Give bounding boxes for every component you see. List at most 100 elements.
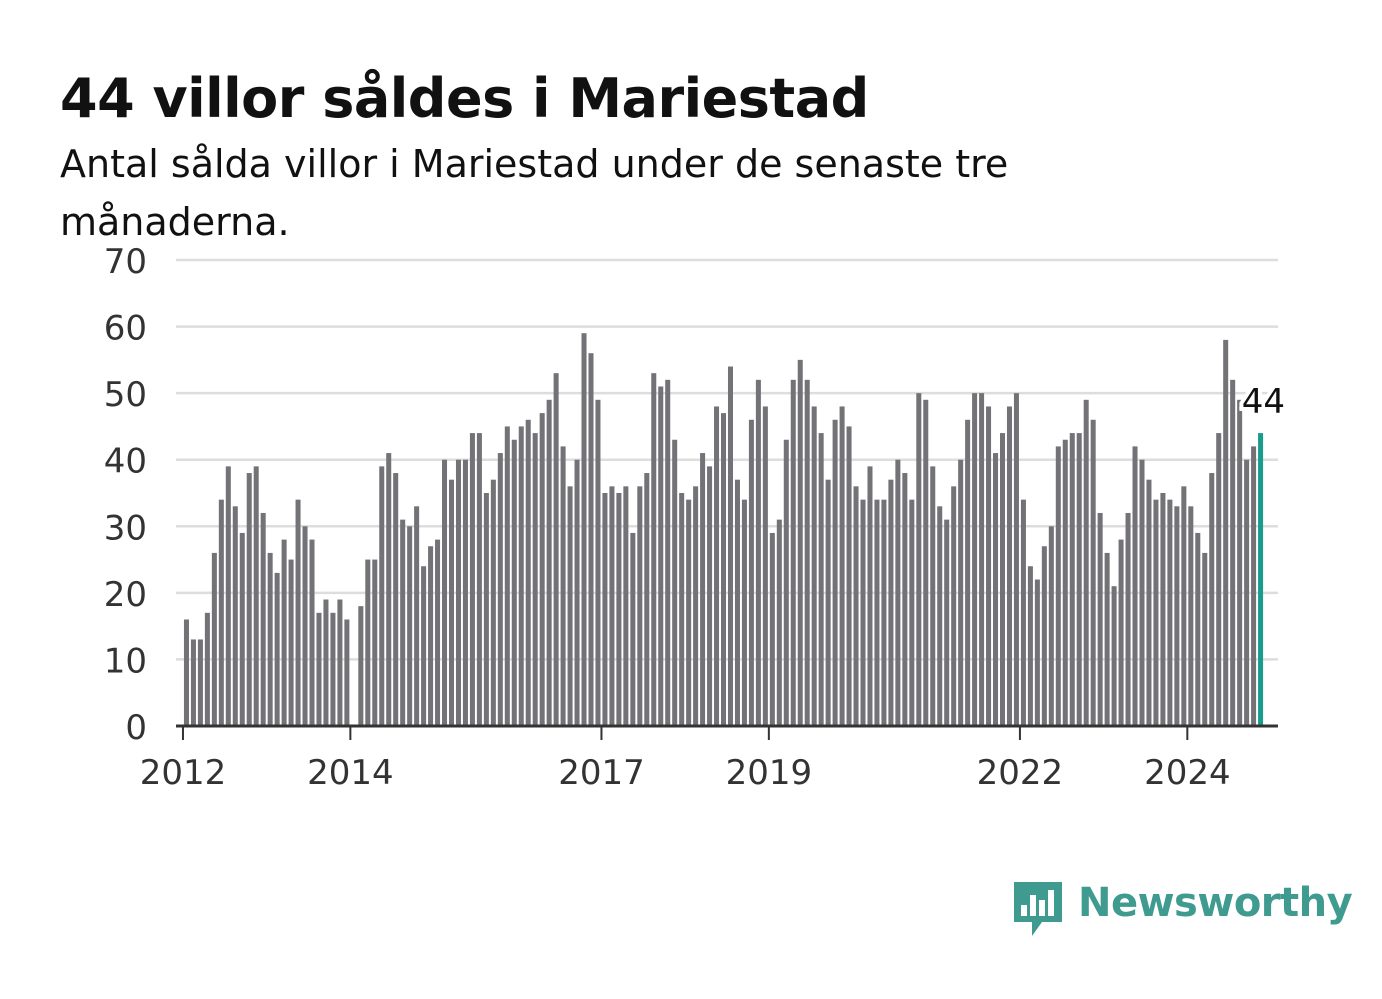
bar xyxy=(1062,439,1068,726)
x-tick-label: 2024 xyxy=(1144,753,1231,793)
bar xyxy=(1034,579,1040,726)
bar xyxy=(260,512,266,726)
bar xyxy=(727,366,733,726)
bar xyxy=(881,499,887,726)
bar xyxy=(490,479,496,726)
bar xyxy=(595,399,601,726)
bar xyxy=(986,406,992,726)
bar xyxy=(455,459,461,726)
bar xyxy=(448,479,455,726)
y-tick-label: 10 xyxy=(104,641,147,681)
x-tick-label: 2014 xyxy=(307,753,394,793)
brand-name: Newsworthy xyxy=(1078,880,1353,926)
bar xyxy=(462,459,468,726)
bar xyxy=(295,499,301,726)
bar xyxy=(476,433,482,726)
bar xyxy=(246,473,252,726)
chart-title: 44 villor såldes i Mariestad xyxy=(60,67,869,130)
bar xyxy=(1069,433,1075,726)
bar xyxy=(574,459,580,726)
bar xyxy=(232,506,238,726)
bar xyxy=(1076,433,1082,726)
bar xyxy=(616,493,622,726)
bar xyxy=(818,433,824,726)
bar xyxy=(804,379,810,726)
bar xyxy=(665,379,671,726)
bar xyxy=(197,639,203,726)
bar xyxy=(428,546,434,726)
y-tick-label: 40 xyxy=(104,442,147,482)
bar xyxy=(497,453,503,726)
bar xyxy=(567,486,573,726)
bar xyxy=(790,379,796,726)
bar xyxy=(588,353,594,726)
bar xyxy=(581,333,587,726)
bar xyxy=(504,426,510,726)
bar-highlight xyxy=(1258,433,1264,726)
bar xyxy=(762,406,768,726)
bar xyxy=(1223,339,1229,726)
bar xyxy=(1041,546,1047,726)
bar xyxy=(1188,506,1194,726)
bar xyxy=(393,473,399,726)
bar xyxy=(839,406,845,726)
bar xyxy=(365,559,371,726)
bar xyxy=(993,453,999,726)
annotations: 44 xyxy=(1238,378,1289,426)
bar xyxy=(211,552,217,726)
y-tick-label: 70 xyxy=(104,242,147,282)
bar xyxy=(525,419,531,726)
bar xyxy=(442,459,448,726)
bar xyxy=(609,486,615,726)
bars xyxy=(183,333,1264,726)
bar xyxy=(218,499,224,726)
bar xyxy=(895,459,901,726)
bar xyxy=(539,413,545,726)
x-tick-label: 2019 xyxy=(726,753,813,793)
bar xyxy=(797,359,803,726)
bar xyxy=(860,499,866,726)
bar xyxy=(734,479,740,726)
y-tick-label: 0 xyxy=(125,708,147,748)
bar xyxy=(400,519,406,726)
bar xyxy=(518,426,524,726)
bar xyxy=(309,539,315,726)
bar xyxy=(344,619,350,726)
bar xyxy=(707,466,713,726)
bar xyxy=(741,499,747,726)
bar xyxy=(630,532,636,726)
bar xyxy=(748,419,754,726)
bar xyxy=(337,599,343,726)
bar xyxy=(714,406,720,726)
bar xyxy=(930,466,936,726)
y-tick-label: 30 xyxy=(104,508,147,548)
bar xyxy=(700,453,706,726)
bar xyxy=(686,499,692,726)
bar xyxy=(776,519,782,726)
bar xyxy=(644,473,650,726)
chart-subtitle: Antal sålda villor i Mariestad under de … xyxy=(60,142,1009,244)
bar xyxy=(281,539,287,726)
bar xyxy=(330,612,336,726)
bar xyxy=(1048,526,1054,726)
bar xyxy=(421,566,427,726)
bar xyxy=(602,493,608,726)
bar xyxy=(783,439,789,726)
bar xyxy=(999,433,1006,726)
bar xyxy=(637,486,643,726)
bar xyxy=(909,499,915,726)
bar xyxy=(979,393,985,726)
bar xyxy=(832,419,838,726)
y-tick-label: 60 xyxy=(104,309,147,349)
newsworthy-logo: Newsworthy xyxy=(1010,878,1353,940)
bar xyxy=(972,393,978,726)
bar xyxy=(1174,506,1180,726)
bar xyxy=(1195,532,1201,726)
bar xyxy=(302,526,308,726)
bar xyxy=(1209,473,1215,726)
bar xyxy=(1167,499,1173,726)
bar xyxy=(1111,586,1117,726)
bar xyxy=(721,413,727,726)
bar xyxy=(846,426,852,726)
